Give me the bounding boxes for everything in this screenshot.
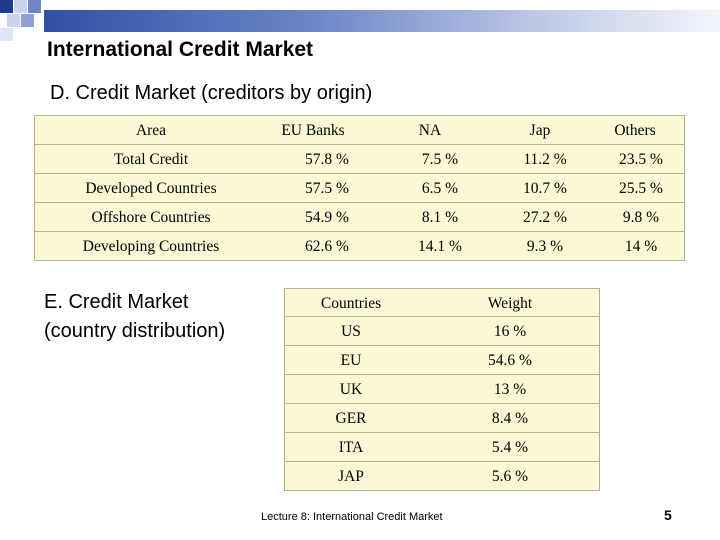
row-label: Offshore Countries	[91, 209, 211, 226]
header-na: NA	[418, 122, 442, 139]
cell-na: 8.1 %	[421, 209, 459, 226]
decor-square-4	[7, 14, 20, 27]
country-cell: GER	[335, 410, 367, 427]
weight-cell: 54.6 %	[488, 352, 532, 369]
weight-cell: 5.6 %	[491, 468, 529, 485]
decor-square-1	[0, 0, 13, 13]
cell-jap: 10.7 %	[523, 180, 567, 197]
table-row: Developing Countries 62.6 % 14.1 % 9.3 %…	[34, 232, 685, 261]
cell-others: 25.5 %	[619, 180, 663, 197]
cell-others: 14 %	[624, 238, 658, 255]
section-e-heading-line2: (country distribution)	[44, 320, 226, 342]
table-row: US 16 %	[284, 317, 600, 346]
header-weight: Weight	[487, 295, 533, 312]
country-cell: UK	[339, 381, 363, 398]
table-header-row: Countries Weight	[284, 288, 600, 317]
decor-square-5	[21, 14, 34, 27]
cell-others: 9.8 %	[622, 209, 660, 226]
slide-title: International Credit Market	[47, 38, 314, 61]
cell-eu-banks: 57.8 %	[305, 151, 349, 168]
row-label: Total Credit	[113, 151, 189, 168]
table-row: ITA 5.4 %	[284, 433, 600, 462]
cell-jap: 11.2 %	[523, 151, 567, 168]
table-row: EU 54.6 %	[284, 346, 600, 375]
cell-eu-banks: 57.5 %	[305, 180, 349, 197]
title-gradient-bar	[44, 10, 720, 32]
cell-na: 6.5 %	[421, 180, 459, 197]
cell-na: 14.1 %	[418, 238, 462, 255]
weight-cell: 13 %	[493, 381, 527, 398]
table-row: UK 13 %	[284, 375, 600, 404]
slide-footer: Lecture 8: International Credit Market	[261, 511, 443, 523]
row-label: Developed Countries	[85, 180, 217, 197]
section-d-heading: D. Credit Market (creditors by origin)	[50, 82, 373, 104]
cell-jap: 9.3 %	[526, 238, 564, 255]
weight-cell: 5.4 %	[491, 439, 529, 456]
header-area: Area	[135, 122, 167, 139]
cell-na: 7.5 %	[421, 151, 459, 168]
section-e-heading-line1: E. Credit Market	[44, 291, 189, 313]
cell-eu-banks: 54.9 %	[305, 209, 349, 226]
weight-cell: 16 %	[493, 323, 527, 340]
header-others: Others	[614, 122, 656, 139]
header-eu-banks: EU Banks	[281, 122, 345, 139]
decor-square-2	[14, 0, 27, 13]
decor-square-3	[28, 0, 41, 13]
country-distribution-table: Countries Weight US 16 % EU 54.6 % UK 13…	[284, 288, 600, 491]
header-jap: Jap	[529, 122, 551, 139]
creditors-by-origin-table: Area EU Banks NA Jap Others Total Credit…	[34, 115, 685, 261]
table-row: GER 8.4 %	[284, 404, 600, 433]
section-e-heading: E. Credit Market (country distribution)	[44, 288, 284, 346]
table-row: Developed Countries 57.5 % 6.5 % 10.7 % …	[34, 174, 685, 203]
page-number: 5	[664, 507, 672, 523]
country-cell: ITA	[338, 439, 364, 456]
cell-others: 23.5 %	[619, 151, 663, 168]
cell-jap: 27.2 %	[523, 209, 567, 226]
cell-eu-banks: 62.6 %	[305, 238, 349, 255]
header-countries: Countries	[320, 295, 382, 312]
weight-cell: 8.4 %	[491, 410, 529, 427]
country-cell: JAP	[338, 468, 364, 485]
country-cell: US	[341, 323, 361, 340]
table-row: Offshore Countries 54.9 % 8.1 % 27.2 % 9…	[34, 203, 685, 232]
table-row: JAP 5.6 %	[284, 462, 600, 491]
country-cell: EU	[340, 352, 362, 369]
table-row: Total Credit 57.8 % 7.5 % 11.2 % 23.5 %	[34, 145, 685, 174]
row-label: Developing Countries	[82, 238, 220, 255]
table-header-row: Area EU Banks NA Jap Others	[34, 115, 685, 145]
decor-square-6	[0, 28, 13, 41]
